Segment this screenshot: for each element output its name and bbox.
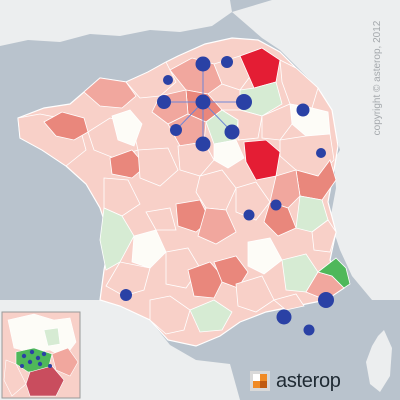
blue-circle-icon[interactable] <box>157 95 171 109</box>
inset-marker[interactable] <box>36 356 40 360</box>
blue-circle-icon[interactable] <box>244 210 255 221</box>
blue-circle-icon[interactable] <box>120 289 132 301</box>
blue-circle-icon[interactable] <box>163 75 173 85</box>
inset-marker[interactable] <box>38 362 42 366</box>
blue-circle-icon[interactable] <box>196 137 211 152</box>
inset-marker[interactable] <box>22 354 26 358</box>
blue-circle-icon[interactable] <box>304 325 315 336</box>
inset-marker[interactable] <box>48 364 52 368</box>
blue-circle-icon[interactable] <box>196 57 211 72</box>
blue-circle-icon[interactable] <box>316 148 326 158</box>
blue-circle-icon[interactable] <box>318 292 334 308</box>
paris-region-inset[interactable] <box>2 312 80 398</box>
asterop-logo[interactable]: asterop <box>250 368 341 394</box>
inset-marker[interactable] <box>42 352 46 356</box>
inset-marker[interactable] <box>28 360 32 364</box>
blue-circle-icon[interactable] <box>271 200 282 211</box>
asterop-square-logo-icon <box>250 371 270 391</box>
blue-circle-icon[interactable] <box>277 310 292 325</box>
blue-circle-icon[interactable] <box>297 104 310 117</box>
inset-marker[interactable] <box>30 350 34 354</box>
blue-circle-icon[interactable] <box>196 95 211 110</box>
blue-circle-icon[interactable] <box>236 94 252 110</box>
blue-circle-icon[interactable] <box>221 56 233 68</box>
blue-circle-icon[interactable] <box>170 124 182 136</box>
brand-name: asterop <box>276 368 341 394</box>
blue-circle-icon[interactable] <box>225 125 240 140</box>
inset-marker[interactable] <box>20 364 24 368</box>
copyright-text: copyright © asterop, 2012 <box>371 0 385 178</box>
